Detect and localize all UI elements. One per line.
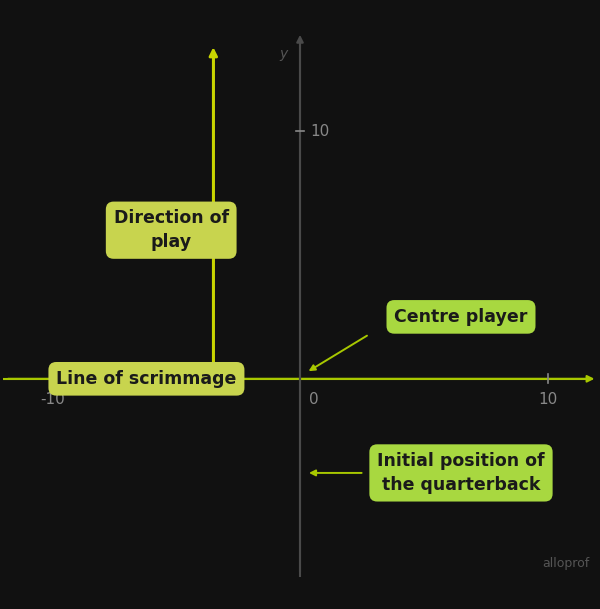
Text: Direction of
play: Direction of play bbox=[113, 209, 229, 251]
Text: y: y bbox=[280, 47, 287, 61]
Text: -10: -10 bbox=[40, 392, 65, 407]
Text: Centre player: Centre player bbox=[394, 308, 527, 326]
Text: 10: 10 bbox=[310, 124, 329, 139]
Text: alloprof: alloprof bbox=[542, 557, 590, 569]
Text: Line of scrimmage: Line of scrimmage bbox=[56, 370, 236, 388]
Text: 10: 10 bbox=[538, 392, 557, 407]
Text: Initial position of
the quarterback: Initial position of the quarterback bbox=[377, 452, 545, 494]
Text: 0: 0 bbox=[308, 392, 318, 407]
